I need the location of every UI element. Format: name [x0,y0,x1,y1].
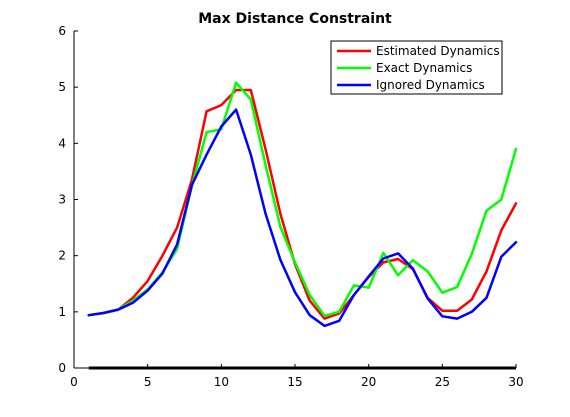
x-tick-label: 0 [70,375,78,389]
y-tick-label: 4 [58,136,66,150]
series-line-exact-dynamics [87,81,518,318]
x-tick-label: 15 [287,375,302,389]
series-line-estimated-dynamics [87,88,518,320]
y-tick-label: 0 [58,361,66,375]
y-tick-label: 2 [58,249,66,263]
x-tick-label: 10 [214,375,229,389]
legend-label: Exact Dynamics [376,61,472,75]
x-tick-label: 30 [508,375,523,389]
y-tick-label: 1 [58,305,66,319]
y-tick-label: 5 [58,80,66,94]
chart-title: Max Distance Constraint [198,11,392,27]
y-tick-label: 3 [58,193,66,207]
legend-label: Estimated Dynamics [376,44,500,58]
y-tick-label: 6 [58,24,66,38]
axes: 0 5 10 15 20 25 30 0 1 2 3 4 5 6 [58,24,523,389]
series-line-ignored-dynamics [87,108,518,328]
x-tick-label: 5 [144,375,152,389]
legend: Estimated Dynamics Exact Dynamics Ignored … [330,40,503,95]
legend-label: Ignored Dynamics [376,78,485,92]
x-tick-label: 20 [361,375,376,389]
x-tick-label: 25 [435,375,450,389]
